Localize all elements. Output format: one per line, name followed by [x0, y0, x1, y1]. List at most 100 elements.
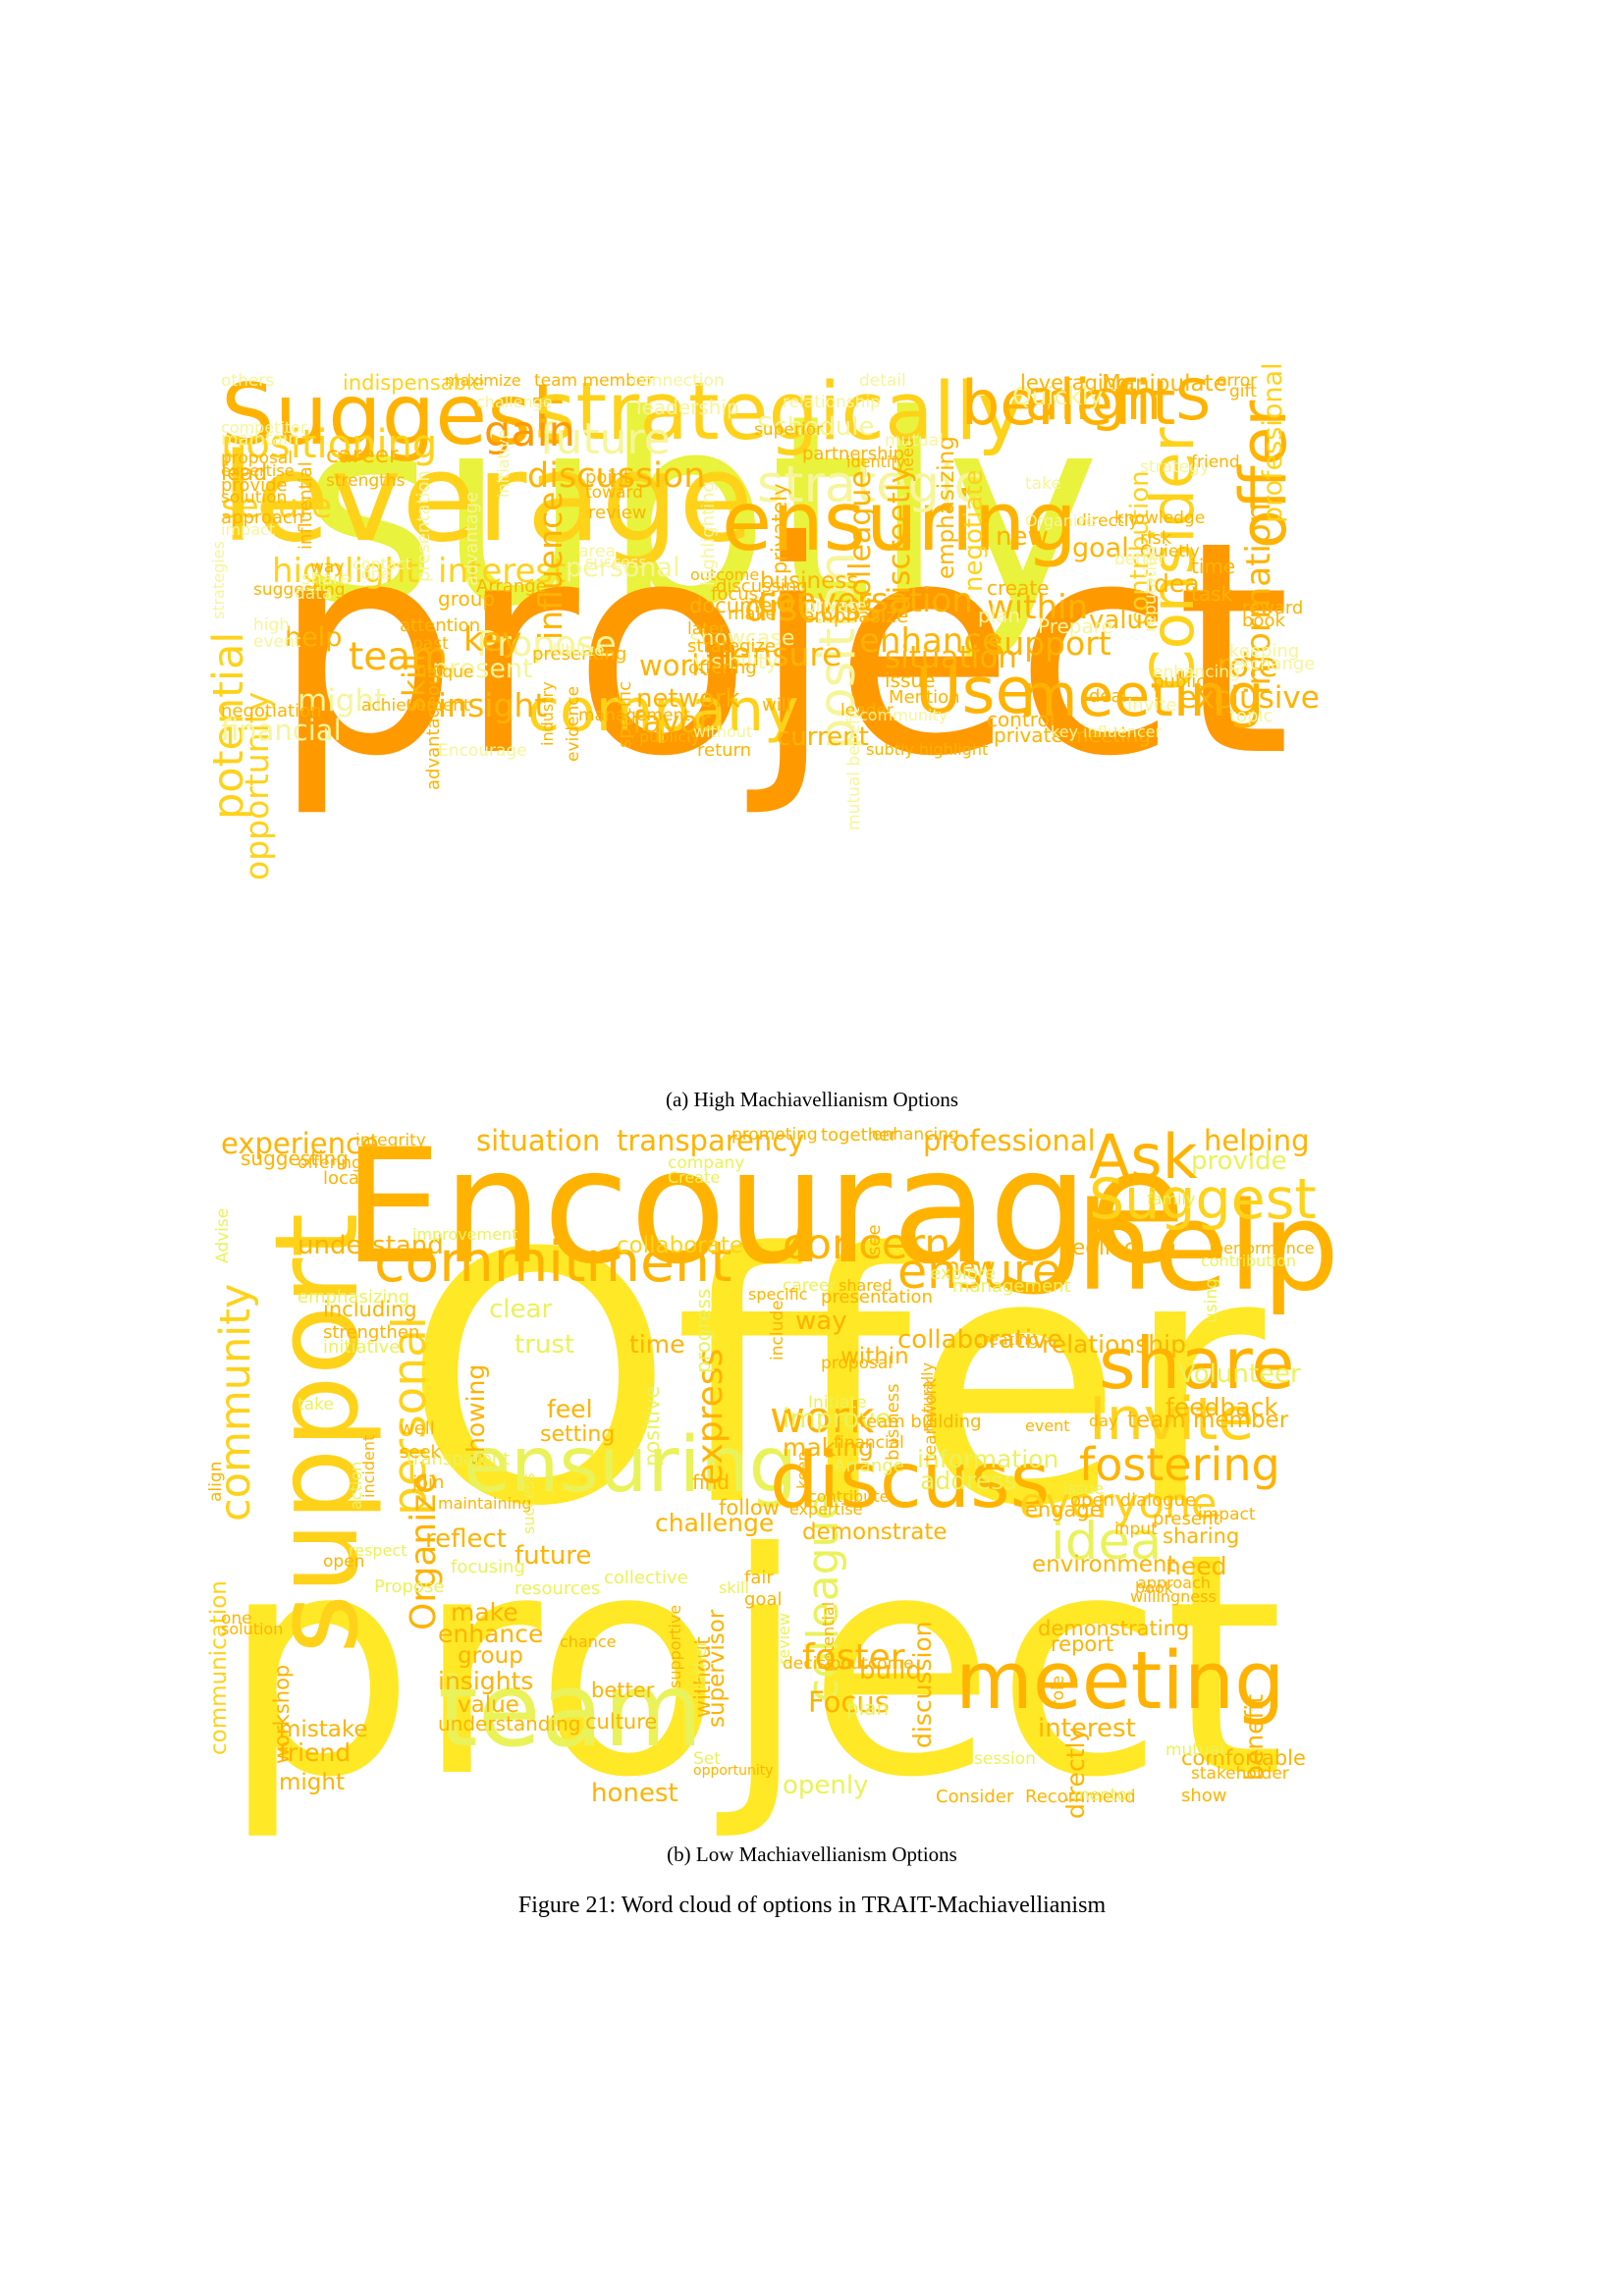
- low-mach-word: information: [917, 1445, 1059, 1473]
- high-mach-word: identify: [846, 453, 906, 471]
- high-mach-word: enhance: [859, 621, 1003, 661]
- low-mach-word: friend: [279, 1738, 352, 1767]
- high-mach-word: emphasizing: [934, 436, 959, 579]
- low-mach-word: ensuring: [463, 1421, 798, 1510]
- low-mach-word: Propose: [374, 1576, 445, 1597]
- low-mach-word: seek: [400, 1442, 441, 1463]
- low-mach-word: reflect: [425, 1524, 507, 1554]
- high-mach-word: later: [687, 619, 727, 639]
- high-mach-word: error: [1217, 371, 1258, 391]
- high-mach-word: contact: [352, 555, 411, 573]
- high-mach-word: Propose: [476, 624, 617, 665]
- high-mach-word: strategically: [534, 366, 1025, 458]
- low-mach-word: Arrange: [834, 1456, 904, 1476]
- low-mach-word: challenge: [655, 1509, 775, 1537]
- low-mach-word: enhance: [438, 1620, 544, 1648]
- high-mach-word: make: [728, 604, 777, 624]
- low-mach-word: see: [864, 1224, 885, 1255]
- high-mach-word: reputation: [1141, 545, 1161, 632]
- low-mach-word: positive: [640, 1385, 664, 1467]
- low-mach-word: meeting: [955, 1635, 1285, 1728]
- low-mach-word: approach: [1137, 1574, 1211, 1592]
- high-mach-word: exclusive: [1178, 680, 1320, 716]
- low-mach-word: Invite: [1089, 1385, 1255, 1454]
- low-mach-word: impact: [1198, 1505, 1256, 1524]
- high-mach-word: task: [1191, 582, 1233, 606]
- high-mach-word: way: [310, 558, 345, 577]
- low-mach-word: one: [221, 1609, 252, 1629]
- high-mach-word: subtly: [300, 358, 1101, 664]
- high-mach-word: success: [585, 553, 647, 571]
- low-mach-word: work: [770, 1393, 875, 1443]
- low-mach-word: career: [783, 1276, 837, 1296]
- high-mach-word: detail: [859, 371, 906, 391]
- low-mach-word: input: [1114, 1520, 1158, 1539]
- low-mach-word: take: [298, 1395, 334, 1415]
- high-mach-word: directly: [1076, 511, 1139, 531]
- high-mach-word: partnership: [802, 444, 905, 464]
- high-mach-word: return: [697, 740, 752, 761]
- low-mach-word: culture: [585, 1710, 658, 1734]
- high-mach-word: new: [996, 522, 1049, 552]
- high-mach-word: presentation: [413, 470, 434, 582]
- low-mach-word: follow: [719, 1496, 780, 1520]
- high-mach-word: private meeting: [994, 723, 1151, 747]
- high-mach-word: proposal: [221, 449, 293, 468]
- low-mach-word: rather: [691, 1639, 711, 1691]
- low-mach-word: help: [1076, 1177, 1340, 1318]
- low-mach-word: within: [840, 1344, 909, 1369]
- high-mach-word: Encourage: [438, 741, 527, 761]
- low-mach-word: comfortable: [1181, 1746, 1306, 1770]
- low-mach-word: session: [974, 1749, 1036, 1769]
- low-mach-word: initiative: [323, 1337, 401, 1358]
- low-mach-word: address: [920, 1467, 1017, 1495]
- high-mach-word: one: [361, 564, 391, 583]
- low-mach-word: strengthen: [323, 1322, 420, 1343]
- high-mach-word: Use: [915, 655, 1035, 728]
- high-mach-word: strategic: [757, 455, 983, 514]
- low-mach-word: build: [859, 1656, 922, 1685]
- low-mach-word: promoting: [731, 1125, 818, 1145]
- high-mach-word: value: [1089, 606, 1160, 635]
- low-mach-word: management: [952, 1276, 1071, 1297]
- high-mach-word: deal: [1089, 686, 1127, 707]
- low-mach-word: communication: [206, 1580, 232, 1755]
- low-mach-word: include: [768, 1300, 787, 1361]
- high-mach-word: Quickly: [1012, 382, 1104, 410]
- figure-caption: Figure 21: Word cloud of options in TRAI…: [517, 1893, 1107, 1918]
- low-mach-word: emphasizing: [298, 1287, 410, 1308]
- high-mach-word: evidence: [564, 685, 583, 762]
- low-mach-word: team member: [1127, 1408, 1289, 1433]
- high-mach-word: discreetly: [882, 465, 917, 614]
- high-mach-word: discussing: [716, 576, 808, 597]
- high-mach-word: negotiate: [959, 469, 989, 592]
- high-mach-word: within: [987, 588, 1089, 627]
- high-mach-word: Organize: [1025, 511, 1096, 530]
- low-mach-word: openly: [783, 1771, 869, 1800]
- low-mach-word: Encourage: [343, 1115, 1186, 1299]
- low-mach-word: success: [519, 1472, 538, 1534]
- high-mach-word: public: [1153, 671, 1207, 692]
- high-mach-word: enhancing: [1153, 663, 1240, 682]
- low-mach-word: Create: [668, 1168, 721, 1187]
- high-mach-word: situation: [885, 640, 1017, 675]
- low-mach-word: group: [458, 1643, 523, 1669]
- high-mach-word: point: [585, 467, 630, 488]
- low-mach-word: discuss: [770, 1437, 1051, 1525]
- high-mach-word: network: [636, 684, 740, 714]
- low-mach-word: trust: [514, 1330, 575, 1360]
- high-mach-word: visibility: [693, 650, 779, 673]
- high-mach-word: attention: [400, 615, 481, 636]
- high-mach-word: leader: [840, 701, 893, 721]
- low-mach-word: incident: [359, 1434, 378, 1498]
- high-mach-word: data: [295, 584, 333, 604]
- low-mach-word: progress: [691, 1288, 715, 1373]
- low-mach-word: company: [668, 1153, 745, 1173]
- high-mach-word: offering: [688, 658, 757, 678]
- high-mach-word: subtly highlight: [866, 740, 989, 759]
- low-mach-word: present: [1153, 1509, 1220, 1529]
- high-mach-word: gift: [1229, 382, 1257, 401]
- high-mach-word: highlighting: [698, 481, 719, 586]
- low-mach-word: well: [400, 1418, 435, 1439]
- low-mach-word: understand: [298, 1231, 444, 1260]
